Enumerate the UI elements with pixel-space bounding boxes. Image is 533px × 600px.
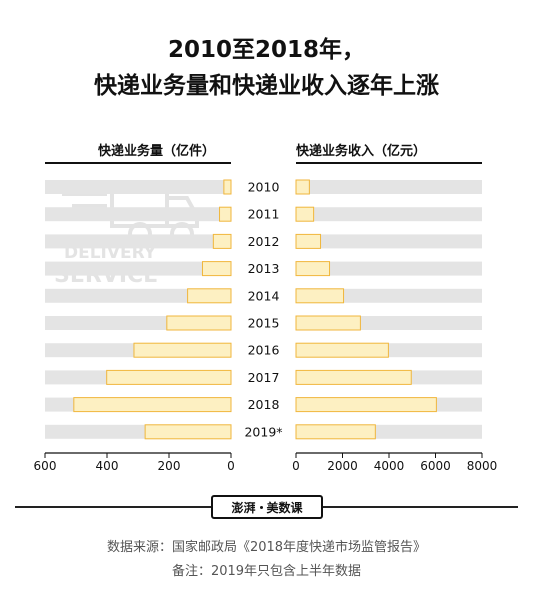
logo-left: 澎湃 [231, 500, 256, 515]
bar-volume-2011 [219, 206, 232, 222]
chart-title-line2: 快递业务量和快递业收入逐年上涨 [94, 73, 439, 99]
bar-volume-2018 [73, 397, 232, 413]
category-label: 2016 [248, 343, 280, 358]
bar-track [45, 207, 231, 222]
data-source: 数据来源：国家邮政局《2018年度快递市场监管报告》 [106, 540, 427, 555]
category-label: 2019* [244, 424, 282, 439]
bar-volume-2012 [212, 233, 232, 249]
bar-track [296, 261, 482, 276]
panel-title-revenue: 快递业务收入（亿元） [296, 143, 426, 159]
x-tick-label: 2000 [327, 459, 358, 473]
x-tick-label: 200 [158, 459, 181, 473]
bar-volume-2013 [201, 261, 232, 277]
category-label: 2015 [248, 316, 280, 331]
x-tick-label: 8000 [467, 459, 498, 473]
bar-revenue-2013 [295, 261, 331, 277]
bar-revenue-2016 [295, 342, 389, 358]
bar-revenue-2014 [295, 288, 345, 304]
bar-revenue-2011 [295, 206, 315, 222]
bar-track [45, 180, 231, 194]
bar-revenue-2012 [295, 233, 322, 249]
x-tick-label: 4000 [374, 459, 405, 473]
category-label: 2018 [248, 397, 280, 412]
category-label: 2011 [248, 207, 280, 222]
chart-title-line1: 2010至2018年， [167, 37, 366, 63]
category-label: 2010 [248, 180, 280, 195]
x-tick-label: 0 [292, 459, 300, 473]
bar-revenue-2010 [295, 179, 310, 195]
bar-volume-2019* [144, 424, 232, 440]
footnote: 备注：2019年只包含上半年数据 [171, 564, 362, 579]
bar-volume-2010 [223, 179, 232, 195]
bar-volume-2015 [166, 315, 232, 331]
bar-track [45, 234, 231, 249]
bar-revenue-2018 [295, 397, 437, 413]
bar-volume-2017 [106, 369, 232, 385]
bar-revenue-2015 [295, 315, 361, 331]
brand-logo: 澎湃 美数课 [211, 495, 323, 519]
logo-right: 美数课 [266, 500, 303, 515]
bar-revenue-2019* [295, 424, 376, 440]
x-tick-label: 6000 [420, 459, 451, 473]
category-label: 2014 [248, 288, 280, 303]
bar-track [296, 234, 482, 249]
category-label: 2012 [248, 234, 280, 249]
bar-track [45, 261, 231, 276]
footer-rule-left [15, 506, 211, 508]
bar-track [296, 180, 482, 194]
bar-revenue-2017 [295, 369, 412, 385]
category-label: 2017 [248, 370, 280, 385]
bar-track [45, 288, 231, 303]
category-label: 2013 [248, 261, 280, 276]
x-tick-label: 0 [227, 459, 235, 473]
bar-track [296, 207, 482, 222]
footer-rule-right [323, 506, 518, 508]
x-tick-label: 600 [34, 459, 57, 473]
x-tick-label: 400 [96, 459, 119, 473]
bar-volume-2014 [187, 288, 232, 304]
bar-volume-2016 [133, 342, 232, 358]
panel-title-volume: 快递业务量（亿件） [98, 143, 215, 159]
logo-dot [259, 505, 263, 509]
